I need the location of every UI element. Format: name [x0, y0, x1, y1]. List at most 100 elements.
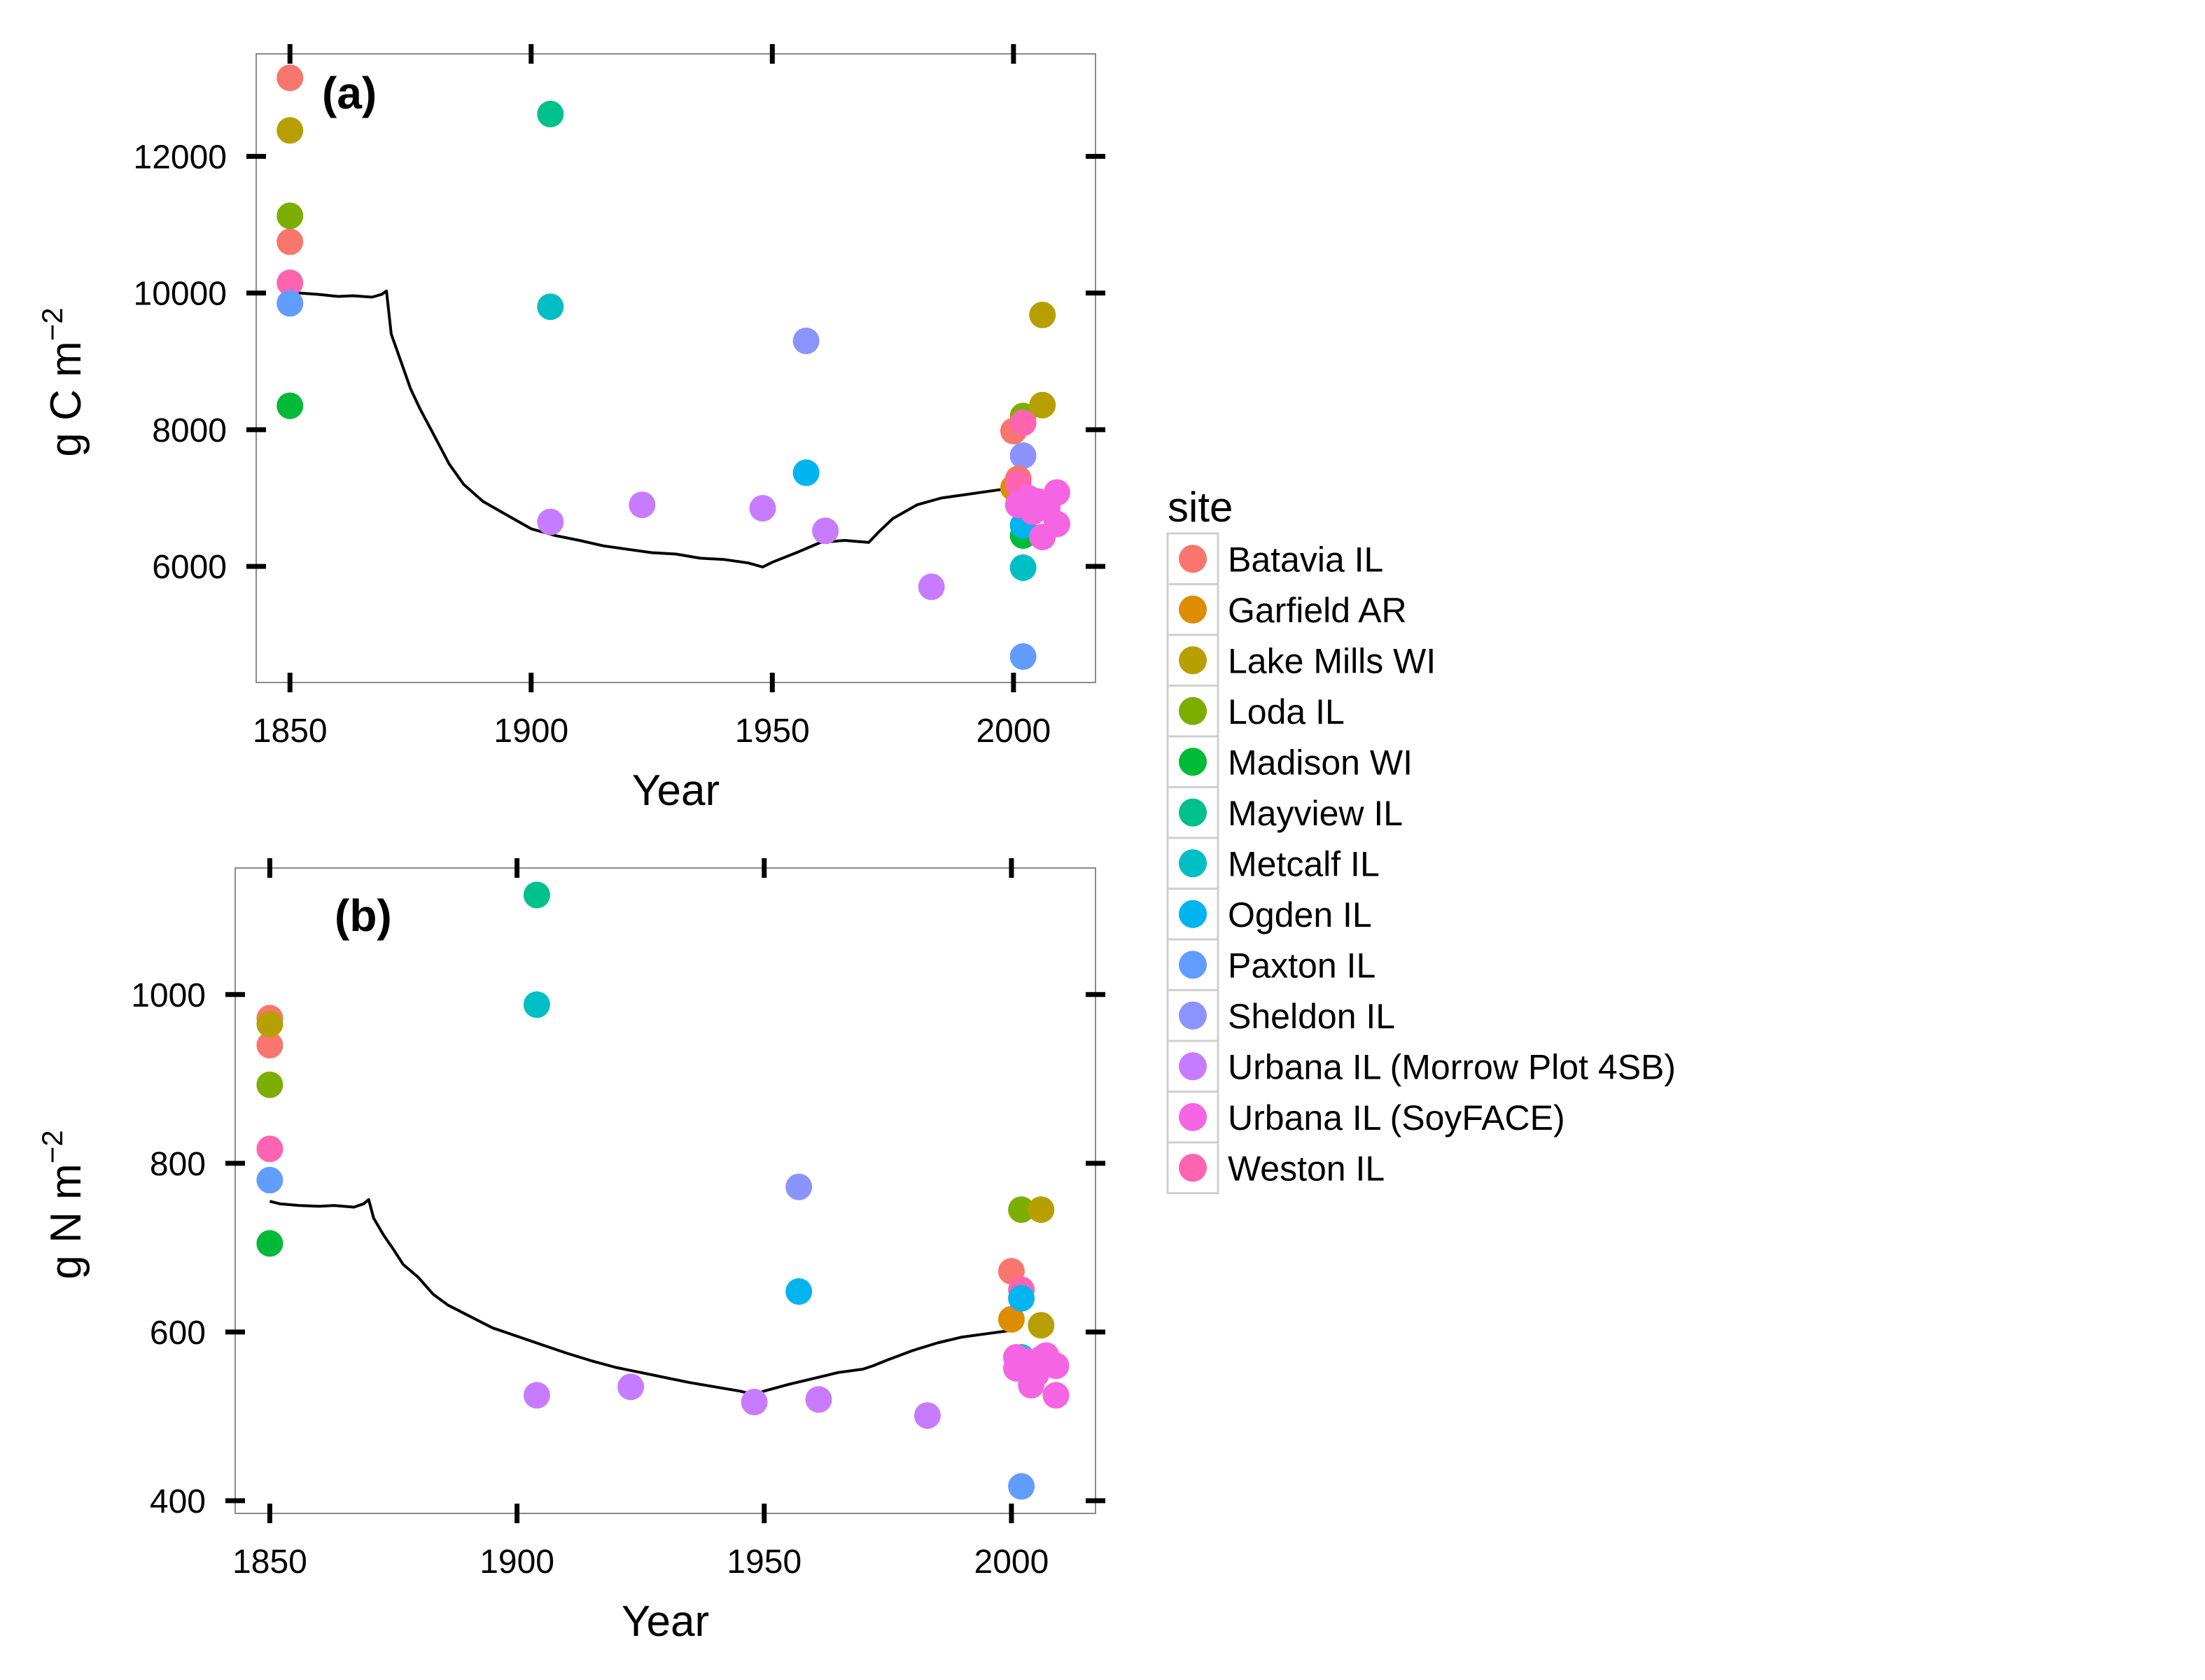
data-point	[749, 495, 776, 522]
y-axis-title: g C m−2	[36, 307, 90, 456]
y-tick-label: 12000	[134, 139, 227, 176]
data-point	[792, 459, 820, 486]
data-point	[256, 1032, 284, 1059]
data-point	[805, 1386, 832, 1413]
data-point	[276, 270, 304, 296]
data-point	[1009, 643, 1037, 670]
legend-label: Lake Mills WI	[1228, 641, 1436, 680]
legend-item: Sheldon IL	[1166, 989, 1395, 1042]
legend-label: Ogden IL	[1228, 895, 1372, 934]
legend-item: Weston IL	[1166, 1141, 1385, 1194]
data-point	[617, 1373, 645, 1401]
data-point	[1029, 391, 1056, 419]
legend-key-dot	[1179, 545, 1207, 573]
x-tick-label: 1900	[493, 713, 568, 750]
legend-item: Paxton IL	[1166, 938, 1376, 991]
data-point	[537, 508, 564, 536]
data-point	[256, 1011, 284, 1037]
data-point	[256, 1166, 284, 1194]
x-tick-label: 1950	[735, 713, 810, 750]
model-line	[290, 289, 1025, 568]
y-tick-label: 800	[150, 1146, 206, 1183]
legend-key-box	[1166, 1141, 1219, 1194]
x-tick-label: 1850	[253, 713, 328, 750]
legend-key-box	[1166, 634, 1219, 687]
legend-key-dot	[1179, 798, 1207, 827]
data-point	[1008, 1196, 1035, 1224]
legend-key-dot	[1179, 595, 1207, 624]
data-point	[997, 1306, 1025, 1333]
data-point	[276, 64, 304, 92]
data-point	[1028, 1312, 1055, 1339]
legend-key-dot	[1179, 1102, 1207, 1131]
legend-label: Sheldon IL	[1228, 997, 1395, 1036]
x-axis-title: Year	[632, 766, 720, 815]
legend-item: Madison WI	[1166, 735, 1413, 788]
data-point	[913, 1402, 941, 1429]
data-point	[1043, 510, 1070, 538]
legend-item: Garfield AR	[1166, 583, 1407, 636]
legend-item: Urbana IL (SoyFACE)	[1166, 1091, 1565, 1144]
legend-key-dot	[1179, 951, 1207, 979]
panel-b: 1850 1900 1950 2000 400 600 800 1000 (b) Year g N …	[36, 858, 1105, 1646]
legend-key-dot	[1179, 1154, 1207, 1182]
y-axis-title-main: g N m	[42, 1163, 90, 1279]
legend-item: Metcalf IL	[1166, 836, 1380, 890]
y-tick-label: 400	[150, 1483, 206, 1520]
legend-label: Batavia IL	[1228, 540, 1383, 579]
data-point	[1042, 1352, 1070, 1380]
legend-label: Loda IL	[1228, 692, 1345, 732]
data-point	[537, 293, 564, 321]
data-point	[1043, 479, 1070, 506]
legend-key-dot	[1179, 1001, 1207, 1030]
legend-label: Metcalf IL	[1228, 844, 1380, 883]
data-point	[537, 100, 564, 127]
panel-tag: (b)	[335, 890, 392, 941]
panel-tag: (a)	[322, 68, 377, 118]
legend-key-dot	[1179, 1052, 1207, 1081]
data-point	[1029, 301, 1056, 328]
data-point	[1028, 1196, 1055, 1224]
legend-item: Ogden IL	[1166, 888, 1372, 941]
data-point	[523, 1382, 550, 1409]
data-point	[276, 202, 304, 230]
y-tick-label: 600	[150, 1315, 206, 1352]
legend-key-dot	[1179, 849, 1207, 878]
data-point	[741, 1388, 768, 1415]
y-tick-label: 8000	[152, 412, 227, 449]
data-point	[276, 290, 304, 317]
data-point	[276, 228, 304, 255]
legend-item: Urbana IL (Morrow Plot 4SB)	[1166, 1040, 1676, 1093]
y-tick-label: 6000	[152, 549, 227, 586]
panel-a: 1850 1900 1950 2000 6000 8000 10000 12000 (a) Yea…	[36, 44, 1105, 815]
y-axis-title-sup: −2	[36, 307, 69, 341]
y-axis-title-sup: −2	[36, 1130, 69, 1163]
data-point	[629, 491, 656, 519]
data-point	[256, 1135, 284, 1163]
data-point	[276, 392, 304, 419]
legend-label: Paxton IL	[1228, 946, 1376, 985]
data-point	[1009, 554, 1037, 581]
legend-key-dot	[1179, 748, 1207, 776]
data-point	[1042, 1382, 1070, 1409]
x-tick-label: 1950	[727, 1544, 802, 1581]
data-point	[792, 328, 820, 354]
data-point	[1008, 1473, 1035, 1500]
data-point	[918, 573, 945, 601]
legend-label: Urbana IL (SoyFACE)	[1228, 1098, 1565, 1138]
data-point	[1009, 442, 1037, 469]
legend-label: Weston IL	[1228, 1149, 1385, 1188]
legend-item: Batavia IL	[1166, 532, 1383, 585]
data-point	[523, 881, 550, 909]
data-point	[812, 517, 839, 545]
plot-frame	[255, 53, 1096, 683]
legend-key-box	[1166, 1040, 1219, 1093]
legend-key-dot	[1179, 696, 1207, 725]
data-point	[256, 1071, 284, 1098]
x-tick-label: 1900	[479, 1544, 554, 1581]
legend-label: Mayview IL	[1228, 794, 1403, 833]
y-axis-title: g N m−2	[36, 1130, 90, 1279]
data-point	[256, 1230, 284, 1257]
legend-item: Lake Mills WI	[1166, 634, 1436, 687]
